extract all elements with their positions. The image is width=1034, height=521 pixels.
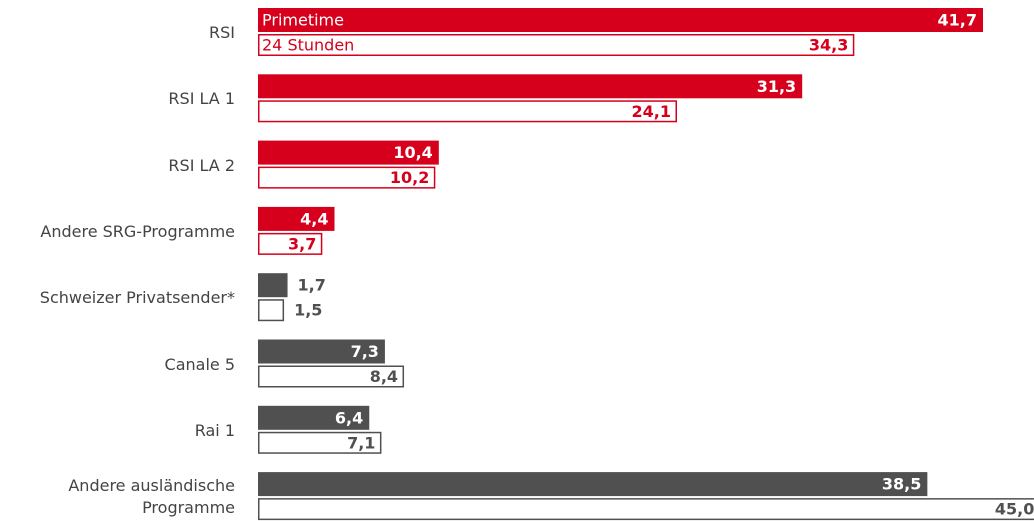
- bar: [258, 472, 928, 497]
- value-label: 31,3: [757, 77, 796, 96]
- bar: [258, 365, 405, 388]
- category-label: Andere ausländische Programme: [68, 476, 235, 518]
- legend-label: Primetime: [262, 11, 344, 30]
- bar: [258, 206, 335, 231]
- bar: [258, 74, 803, 99]
- category-label: Rai 1: [194, 420, 235, 440]
- bar: [258, 339, 385, 364]
- value-label: 24,1: [632, 102, 671, 121]
- bar: [258, 273, 288, 298]
- bar: [258, 405, 370, 430]
- bar: [258, 140, 439, 165]
- category-label: RSI LA 2: [168, 155, 235, 175]
- value-label: 6,4: [335, 408, 363, 427]
- value-label: 8,4: [370, 367, 398, 386]
- value-label: 10,4: [393, 143, 432, 162]
- value-label: 7,1: [347, 433, 375, 452]
- category-label: Canale 5: [164, 354, 235, 374]
- category-label: RSI LA 1: [168, 89, 235, 109]
- value-label: 10,2: [390, 168, 429, 187]
- category-label: Andere SRG-Programme: [40, 221, 235, 241]
- value-label: 41,7: [938, 11, 977, 30]
- bar: [258, 8, 983, 32]
- value-label: 34,3: [809, 36, 848, 55]
- bar: [258, 100, 678, 123]
- value-label: 3,7: [288, 234, 316, 253]
- bar: [258, 431, 382, 454]
- category-label: Schweizer Privatsender*: [39, 288, 235, 308]
- value-label: 45,0: [995, 500, 1034, 519]
- bar: [258, 34, 855, 56]
- bar: [258, 498, 1034, 521]
- legend-label: 24 Stunden: [262, 36, 354, 55]
- value-label: 1,7: [298, 276, 326, 295]
- value-label: 1,5: [294, 301, 322, 320]
- value-label: 4,4: [300, 209, 328, 228]
- bar: [258, 299, 285, 322]
- bar: [258, 232, 323, 255]
- bar: [258, 166, 436, 189]
- category-label: RSI: [209, 23, 235, 42]
- value-label: 38,5: [882, 475, 921, 494]
- value-label: 7,3: [351, 342, 379, 361]
